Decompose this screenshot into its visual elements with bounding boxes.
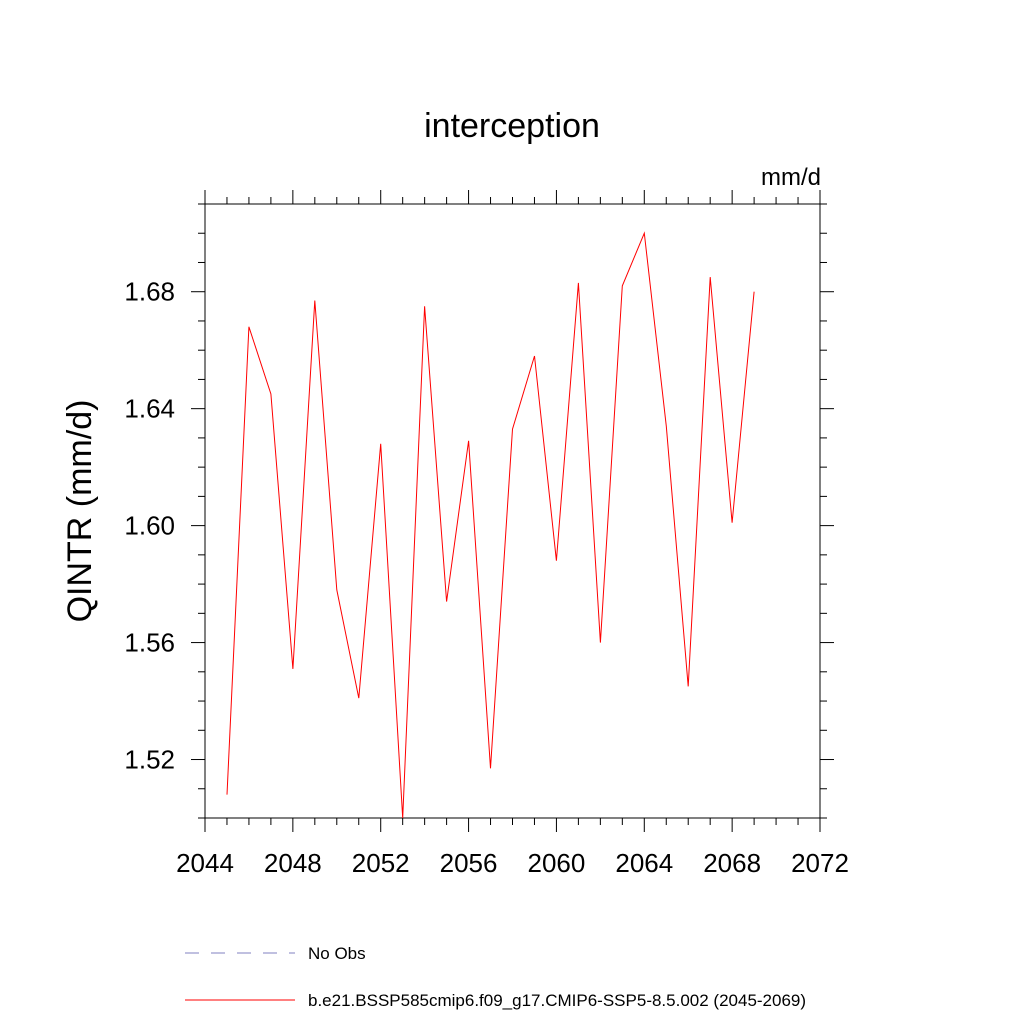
x-tick-label: 2044 bbox=[176, 848, 234, 878]
y-tick-label: 1.52 bbox=[124, 745, 175, 775]
x-tick-label: 2048 bbox=[264, 848, 322, 878]
x-tick-labels: 2044 2048 2052 2056 2060 2064 2068 2072 bbox=[176, 848, 849, 878]
y-axis-label: QINTR (mm/d) bbox=[61, 400, 99, 623]
legend-label: No Obs bbox=[308, 944, 366, 963]
x-tick-label: 2056 bbox=[440, 848, 498, 878]
y-tick-label: 1.60 bbox=[124, 511, 175, 541]
y-tick-label: 1.68 bbox=[124, 277, 175, 307]
y-tick-label: 1.56 bbox=[124, 628, 175, 658]
y-tick-labels: 1.52 1.56 1.60 1.64 1.68 bbox=[124, 277, 175, 775]
legend-label: b.e21.BSSP585cmip6.f09_g17.CMIP6-SSP5-8.… bbox=[308, 991, 806, 1010]
x-tick-label: 2060 bbox=[528, 848, 586, 878]
x-tick-label: 2064 bbox=[615, 848, 673, 878]
plot-frame bbox=[204, 203, 821, 819]
y-tick-label: 1.64 bbox=[124, 394, 175, 424]
series-line bbox=[226, 231, 755, 819]
x-tick-label: 2052 bbox=[352, 848, 410, 878]
axis-ticks bbox=[191, 190, 834, 832]
series-group bbox=[226, 231, 755, 819]
chart-title: interception bbox=[424, 107, 600, 145]
units-label: mm/d bbox=[761, 164, 821, 191]
x-tick-label: 2072 bbox=[791, 848, 849, 878]
x-tick-label: 2068 bbox=[703, 848, 761, 878]
legend: No Obs b.e21.BSSP585cmip6.f09_g17.CMIP6-S… bbox=[185, 944, 806, 1010]
